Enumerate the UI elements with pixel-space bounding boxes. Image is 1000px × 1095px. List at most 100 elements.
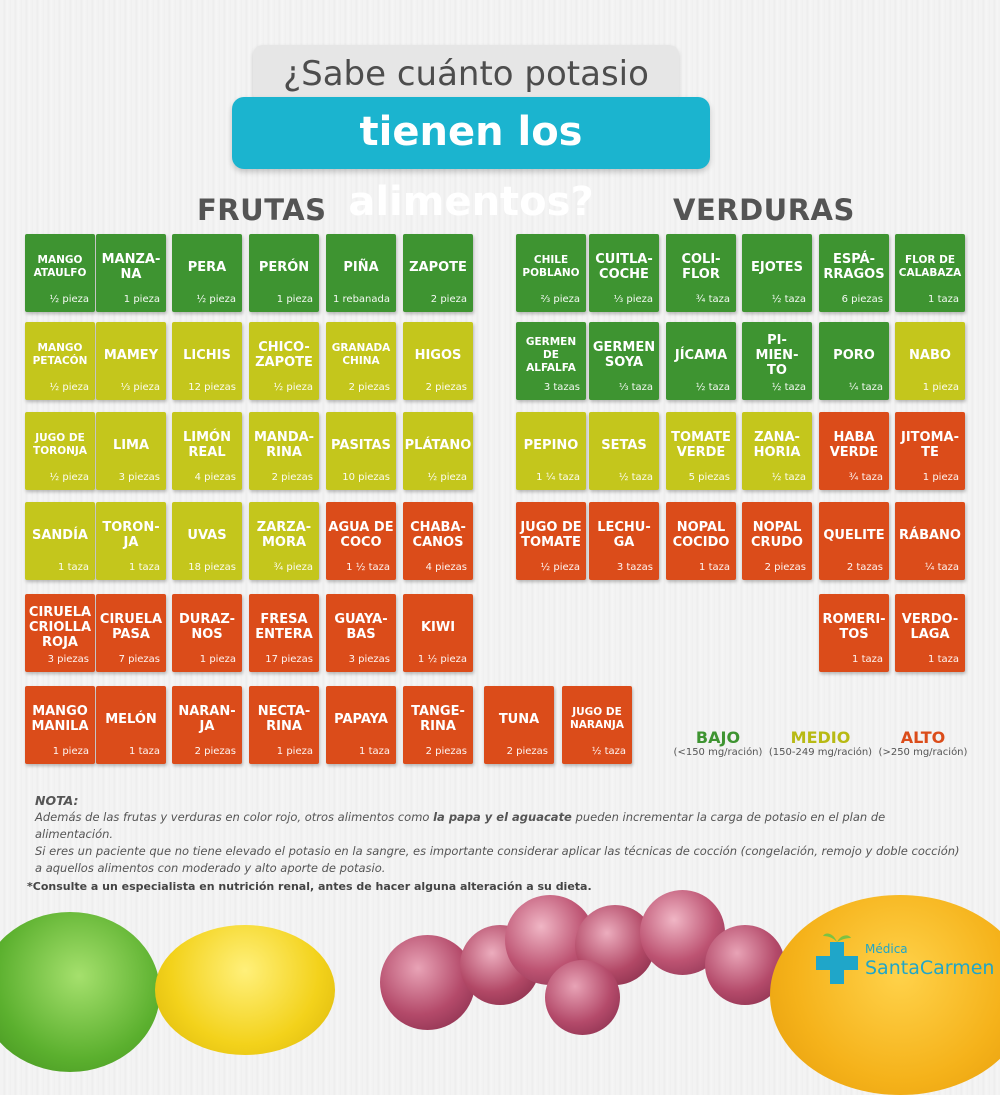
tile-portion: 2 piezas xyxy=(764,562,806,573)
tile-pina: PIÑA 1 rebanada xyxy=(326,234,396,312)
tile-portion: ¼ taza xyxy=(924,562,959,573)
tile-pi-mien-to: PI- MIEN- TO ½ taza xyxy=(742,322,812,400)
tile-naran-ja: NARAN- JA 2 piezas xyxy=(172,686,242,764)
tile-portion: ½ pieza xyxy=(49,472,89,483)
grape-image xyxy=(380,935,475,1030)
tile-portion: 7 piezas xyxy=(118,654,160,665)
tile-name: CIRUELA CRIOLLA ROJA xyxy=(28,604,92,650)
tile-uvas: UVAS 18 piezas xyxy=(172,502,242,580)
tile-lichis: LICHIS 12 piezas xyxy=(172,322,242,400)
tile-name: MAMEY xyxy=(103,347,159,363)
tile-portion: 1 taza xyxy=(359,746,390,757)
tile-name: PEPINO xyxy=(523,437,579,453)
tile-lechu-ga: LECHU- GA 3 tazas xyxy=(589,502,659,580)
tile-pera: PERA ½ pieza xyxy=(172,234,242,312)
tile-name: GUAYA- BAS xyxy=(334,612,388,642)
tile-name: UVAS xyxy=(187,527,227,543)
tile-name: FLOR DE CALABAZA xyxy=(898,254,962,279)
tile-limon-real: LIMÓN REAL 4 piezas xyxy=(172,412,242,490)
tile-portion: 1 pieza xyxy=(276,746,313,757)
tile-portion: 2 piezas xyxy=(425,382,467,393)
tile-portion: 3 tazas xyxy=(543,382,580,393)
tile-ejotes: EJOTES ½ taza xyxy=(742,234,812,312)
tile-portion: 2 piezas xyxy=(271,472,313,483)
tile-rabano: RÁBANO ¼ taza xyxy=(895,502,965,580)
tile-toron-ja: TORON- JA 1 taza xyxy=(96,502,166,580)
tile-zarza-mora: ZARZA- MORA ¾ pieza xyxy=(249,502,319,580)
tile-flor-de-calabaza: FLOR DE CALABAZA 1 taza xyxy=(895,234,965,312)
tile-portion: 1 pieza xyxy=(922,382,959,393)
tile-name: TORON- JA xyxy=(102,520,160,550)
tile-manza-na: MANZA- NA 1 pieza xyxy=(96,234,166,312)
tile-name: NABO xyxy=(909,347,951,363)
tile-name: KIWI xyxy=(420,619,456,635)
legend-low: BAJO (<150 mg/ración) xyxy=(668,728,768,758)
tile-zana-horia: ZANA- HORIA ½ taza xyxy=(742,412,812,490)
tile-jugo-de-toronja: JUGO DE TORONJA ½ pieza xyxy=(25,412,95,490)
tile-name: SETAS xyxy=(601,437,647,453)
tile-name: TOMATE VERDE xyxy=(671,430,731,460)
tile-name: QUELITE xyxy=(823,527,885,543)
tile-name: FRESA ENTERA xyxy=(255,612,313,642)
tile-verdo-laga: VERDO- LAGA 1 taza xyxy=(895,594,965,672)
tile-portion: ½ taza xyxy=(618,472,653,483)
tile-portion: 1 taza xyxy=(928,654,959,665)
tile-portion: 1 taza xyxy=(928,294,959,305)
tile-setas: SETAS ½ taza xyxy=(589,412,659,490)
tile-name: MANGO MANILA xyxy=(31,704,89,734)
tile-pasitas: PASITAS 10 piezas xyxy=(326,412,396,490)
tile-name: AGUA DE COCO xyxy=(328,520,394,550)
tile-kiwi: KIWI 1 ½ pieza xyxy=(403,594,473,672)
tile-name: JUGO DE NARANJA xyxy=(570,706,624,731)
tile-nopal-crudo: NOPAL CRUDO 2 piezas xyxy=(742,502,812,580)
tile-portion: 3 tazas xyxy=(616,562,653,573)
tile-portion: ½ pieza xyxy=(49,294,89,305)
tile-necta-rina: NECTA- RINA 1 pieza xyxy=(249,686,319,764)
tile-portion: 6 piezas xyxy=(841,294,883,305)
vegetables-heading: VERDURAS xyxy=(673,193,855,227)
tile-portion: 1 taza xyxy=(58,562,89,573)
tile-name: NARAN- JA xyxy=(178,704,236,734)
tile-name: PLÁTANO xyxy=(404,437,472,453)
tile-romeri-tos: ROMERI- TOS 1 taza xyxy=(819,594,889,672)
tile-portion: ¾ taza xyxy=(695,294,730,305)
tile-name: PI- MIEN- TO xyxy=(755,332,799,378)
tile-name: VERDO- LAGA xyxy=(901,612,959,642)
tile-portion: 1 rebanada xyxy=(332,294,390,305)
tile-agua-de-coco: AGUA DE COCO 1 ½ taza xyxy=(326,502,396,580)
tile-portion: 4 piezas xyxy=(425,562,467,573)
tile-name: CIRUELA PASA xyxy=(99,612,163,642)
tile-name: NOPAL CRUDO xyxy=(751,520,803,550)
tile-germen-soya: GERMEN SOYA ⅓ taza xyxy=(589,322,659,400)
title-line-1: ¿Sabe cuánto potasio xyxy=(253,45,679,103)
tile-portion: 1 ¼ taza xyxy=(536,472,580,483)
tile-portion: 3 piezas xyxy=(118,472,160,483)
legend-high-label: ALTO xyxy=(900,728,946,747)
tile-ciruela-pasa: CIRUELA PASA 7 piezas xyxy=(96,594,166,672)
tile-portion: 2 piezas xyxy=(506,746,548,757)
tile-name: MANGO ATAULFO xyxy=(33,254,87,279)
tile-name: LICHIS xyxy=(183,347,231,363)
tile-name: CHILE POBLANO xyxy=(522,254,580,279)
tile-portion: 1 ½ taza xyxy=(346,562,390,573)
tile-portion: ⅓ pieza xyxy=(613,294,653,305)
tile-portion: ½ taza xyxy=(695,382,730,393)
tile-name: JÍCAMA xyxy=(674,347,728,363)
tile-name: TUNA xyxy=(498,711,540,727)
tile-name: COLI- FLOR xyxy=(681,252,721,282)
tile-name: PORO xyxy=(833,347,875,363)
tile-name: HIGOS xyxy=(414,347,462,363)
tile-espa-rragos: ESPÁ- RRAGOS 6 piezas xyxy=(819,234,889,312)
tile-peron: PERÓN 1 pieza xyxy=(249,234,319,312)
tile-portion: 1 pieza xyxy=(922,472,959,483)
tile-name: EJOTES xyxy=(751,259,803,275)
tile-quelite: QUELITE 2 tazas xyxy=(819,502,889,580)
tile-cuitla-coche: CUITLA- COCHE ⅓ pieza xyxy=(589,234,659,312)
disclaimer: *Consulte a un especialista en nutrición… xyxy=(27,880,592,893)
legend-low-range: (<150 mg/ración) xyxy=(673,747,763,758)
tile-portion: ½ taza xyxy=(771,294,806,305)
tile-portion: 2 pieza xyxy=(430,294,467,305)
tile-portion: ⅓ taza xyxy=(618,382,653,393)
tile-portion: 1 taza xyxy=(699,562,730,573)
tile-jugo-de-naranja: JUGO DE NARANJA ½ taza xyxy=(562,686,632,764)
